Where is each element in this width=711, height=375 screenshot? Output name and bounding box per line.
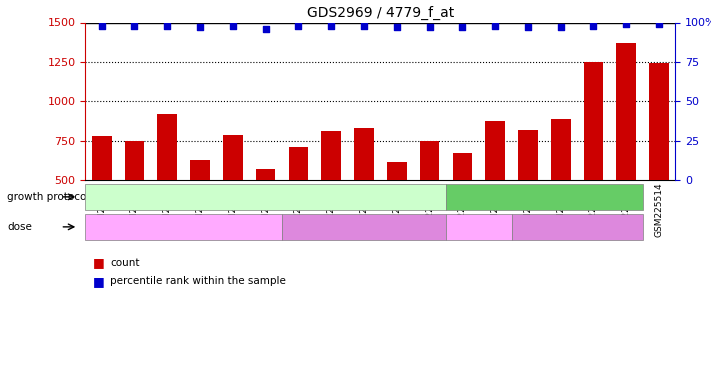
- Bar: [616, 43, 636, 180]
- Bar: [486, 121, 505, 180]
- Text: ■: ■: [92, 275, 105, 288]
- Bar: [380, 22, 413, 180]
- Bar: [413, 22, 446, 180]
- Text: ■: ■: [92, 256, 105, 269]
- Bar: [256, 169, 275, 180]
- Bar: [643, 22, 675, 180]
- Bar: [124, 141, 144, 180]
- Bar: [348, 22, 380, 180]
- Point: [260, 26, 272, 32]
- Bar: [289, 147, 309, 180]
- Bar: [446, 22, 479, 180]
- Point: [555, 24, 567, 30]
- Text: Anaerobic condition: Anaerobic condition: [492, 192, 597, 202]
- Point: [621, 21, 632, 27]
- Text: 0.05%CO2: 0.05%CO2: [156, 222, 211, 232]
- Bar: [85, 22, 118, 180]
- Bar: [518, 130, 538, 180]
- Bar: [282, 22, 315, 180]
- Point: [96, 22, 107, 28]
- Bar: [610, 22, 643, 180]
- Bar: [118, 22, 151, 180]
- Bar: [92, 136, 112, 180]
- Point: [293, 22, 304, 28]
- Point: [161, 22, 173, 28]
- Title: GDS2969 / 4779_f_at: GDS2969 / 4779_f_at: [306, 6, 454, 20]
- Bar: [649, 63, 669, 180]
- Bar: [584, 62, 604, 180]
- Text: growth protocol: growth protocol: [7, 192, 90, 202]
- Bar: [479, 22, 511, 180]
- Point: [391, 24, 402, 30]
- Bar: [315, 22, 348, 180]
- Bar: [151, 22, 183, 180]
- Text: 0% CO2: 0% CO2: [458, 222, 500, 232]
- Text: count: count: [110, 258, 139, 267]
- Bar: [545, 22, 577, 180]
- Bar: [191, 159, 210, 180]
- Point: [588, 22, 599, 28]
- Point: [424, 24, 435, 30]
- Point: [358, 22, 370, 28]
- Text: dose: dose: [7, 222, 32, 232]
- Bar: [216, 22, 250, 180]
- Bar: [387, 162, 407, 180]
- Text: Aerobic condition: Aerobic condition: [220, 192, 311, 202]
- Bar: [321, 131, 341, 180]
- Bar: [511, 22, 545, 180]
- Text: 79% CO2: 79% CO2: [340, 222, 388, 232]
- Point: [326, 22, 337, 28]
- Bar: [577, 22, 610, 180]
- Bar: [183, 22, 216, 180]
- Point: [129, 22, 140, 28]
- Point: [456, 24, 468, 30]
- Point: [194, 24, 205, 30]
- Bar: [551, 118, 570, 180]
- Text: 100% CO2: 100% CO2: [550, 222, 604, 232]
- Bar: [223, 135, 242, 180]
- Bar: [157, 114, 177, 180]
- Point: [227, 22, 238, 28]
- Bar: [452, 153, 472, 180]
- Bar: [354, 128, 374, 180]
- Point: [522, 24, 533, 30]
- Bar: [419, 141, 439, 180]
- Point: [489, 22, 501, 28]
- Text: percentile rank within the sample: percentile rank within the sample: [110, 276, 286, 286]
- Point: [653, 21, 665, 27]
- Bar: [250, 22, 282, 180]
